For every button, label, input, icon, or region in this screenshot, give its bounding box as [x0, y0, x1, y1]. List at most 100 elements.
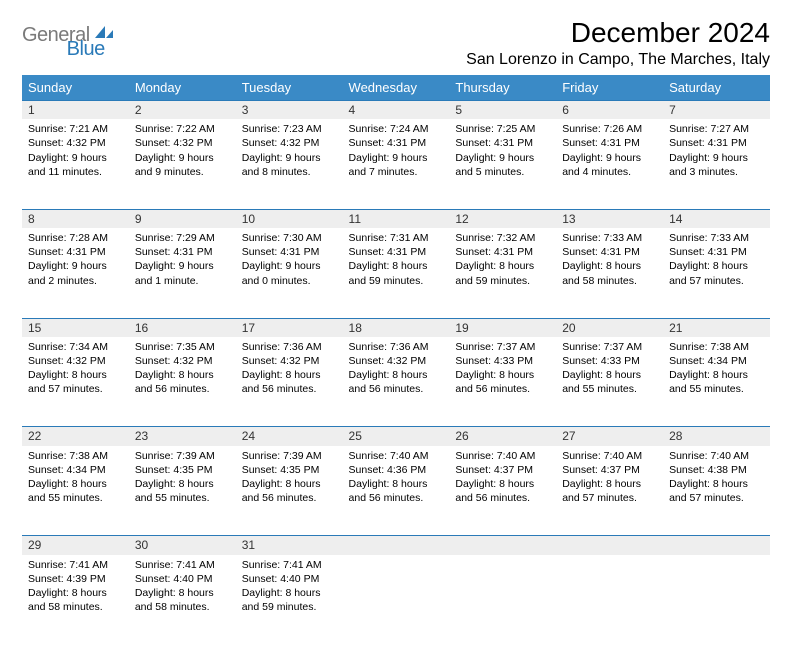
- day-number: 17: [236, 319, 343, 337]
- day-number-cell: [556, 536, 663, 555]
- sunrise-line: Sunrise: 7:39 AM: [135, 450, 215, 462]
- daylight-line: Daylight: 8 hours and 59 minutes.: [242, 587, 321, 613]
- day-content-cell: Sunrise: 7:29 AMSunset: 4:31 PMDaylight:…: [129, 228, 236, 318]
- day-content-cell: Sunrise: 7:30 AMSunset: 4:31 PMDaylight:…: [236, 228, 343, 318]
- day-number: 16: [129, 319, 236, 337]
- day-number-cell: 10: [236, 209, 343, 228]
- day-number-cell: [449, 536, 556, 555]
- day-details: Sunrise: 7:41 AM Sunset: 4:40 PM Daylight:…: [129, 555, 236, 619]
- day-content-cell: Sunrise: 7:41 AM Sunset: 4:40 PM Daylight:…: [236, 555, 343, 645]
- day-content-cell: Sunrise: 7:27 AMSunset: 4:31 PMDaylight:…: [663, 119, 770, 209]
- day-number-cell: 25: [343, 427, 450, 446]
- day-details: Sunrise: 7:31 AMSunset: 4:31 PMDaylight:…: [343, 228, 450, 292]
- day-content-cell: Sunrise: 7:23 AMSunset: 4:32 PMDaylight:…: [236, 119, 343, 209]
- sunset-line: Sunset: 4:32 PM: [242, 137, 320, 149]
- daylight-line: Daylight: 8 hours and 57 minutes.: [669, 260, 748, 286]
- day-number-cell: 3: [236, 100, 343, 119]
- sunset-line: Sunset: 4:32 PM: [349, 355, 427, 367]
- day-number-row: 1234567: [22, 100, 770, 119]
- day-content-cell: Sunrise: 7:40 AMSunset: 4:38 PMDaylight:…: [663, 446, 770, 536]
- daylight-line: Daylight: 8 hours and 57 minutes.: [562, 478, 641, 504]
- day-details: Sunrise: 7:41 AMSunset: 4:39 PMDaylight:…: [22, 555, 129, 619]
- day-details: Sunrise: 7:36 AM Sunset: 4:32 PM Daylight:…: [343, 337, 450, 401]
- daylight-line: Daylight: 8 hours and 56 minutes.: [349, 369, 428, 395]
- sunrise-line: Sunrise: 7:25 AM: [455, 123, 535, 135]
- sunrise-line: Sunrise: 7:40 AM: [669, 450, 749, 462]
- daylight-line: Daylight: 8 hours and 56 minutes.: [455, 369, 534, 395]
- day-number: 23: [129, 427, 236, 445]
- daylight-line: Daylight: 8 hours and 58 minutes.: [562, 260, 641, 286]
- day-number-cell: 18: [343, 318, 450, 337]
- daylight-line: Daylight: 8 hours and 56 minutes.: [349, 478, 428, 504]
- day-number-cell: 19: [449, 318, 556, 337]
- day-number-cell: 7: [663, 100, 770, 119]
- day-content-row: Sunrise: 7:28 AM Sunset: 4:31 PM Daylight:…: [22, 228, 770, 318]
- day-number-cell: 5: [449, 100, 556, 119]
- day-number: 3: [236, 101, 343, 119]
- logo-text-blue: Blue: [67, 38, 105, 61]
- weekday-header: Thursday: [449, 75, 556, 101]
- day-details: Sunrise: 7:34 AMSunset: 4:32 PMDaylight:…: [22, 337, 129, 401]
- sunset-line: Sunset: 4:31 PM: [669, 246, 747, 258]
- sunrise-line: Sunrise: 7:33 AM: [562, 232, 642, 244]
- sunrise-line: Sunrise: 7:41 AM: [242, 559, 322, 571]
- daylight-line: Daylight: 9 hours and 8 minutes.: [242, 152, 321, 178]
- day-number: 20: [556, 319, 663, 337]
- day-content-cell: Sunrise: 7:37 AM Sunset: 4:33 PM Daylight:…: [449, 337, 556, 427]
- sunset-line: Sunset: 4:31 PM: [562, 246, 640, 258]
- day-number-cell: 8: [22, 209, 129, 228]
- sunrise-line: Sunrise: 7:28 AM: [28, 232, 108, 244]
- day-details: Sunrise: 7:28 AMSunset: 4:31 PMDaylight:…: [22, 228, 129, 292]
- sunset-line: Sunset: 4:40 PM: [242, 573, 320, 585]
- sunset-line: Sunset: 4:33 PM: [455, 355, 533, 367]
- sunset-line: Sunset: 4:40 PM: [135, 573, 213, 585]
- day-number: 18: [343, 319, 450, 337]
- day-number-row: 15161718192021: [22, 318, 770, 337]
- day-content-cell: Sunrise: 7:33 AM Sunset: 4:31 PM Daylight:…: [556, 228, 663, 318]
- day-number-row: 293031: [22, 536, 770, 555]
- daylight-line: Daylight: 8 hours and 58 minutes.: [135, 587, 214, 613]
- daylight-line: Daylight: 9 hours and 9 minutes.: [135, 152, 214, 178]
- day-number: 13: [556, 210, 663, 228]
- day-number-cell: 28: [663, 427, 770, 446]
- day-details: Sunrise: 7:25 AMSunset: 4:31 PMDaylight:…: [449, 119, 556, 183]
- sunrise-line: Sunrise: 7:37 AM: [455, 341, 535, 353]
- day-content-cell: Sunrise: 7:40 AMSunset: 4:37 PMDaylight:…: [449, 446, 556, 536]
- sunrise-line: Sunrise: 7:33 AM: [669, 232, 749, 244]
- daylight-line: Daylight: 8 hours and 55 minutes.: [135, 478, 214, 504]
- sunrise-line: Sunrise: 7:32 AM: [455, 232, 535, 244]
- day-content-row: Sunrise: 7:41 AMSunset: 4:39 PMDaylight:…: [22, 555, 770, 645]
- day-content-cell: Sunrise: 7:40 AMSunset: 4:36 PMDaylight:…: [343, 446, 450, 536]
- day-number: 19: [449, 319, 556, 337]
- daylight-line: Daylight: 8 hours and 56 minutes.: [135, 369, 214, 395]
- sunrise-line: Sunrise: 7:31 AM: [349, 232, 429, 244]
- sunset-line: Sunset: 4:36 PM: [349, 464, 427, 476]
- day-number-row: 891011121314: [22, 209, 770, 228]
- sunrise-line: Sunrise: 7:21 AM: [28, 123, 108, 135]
- day-number: 22: [22, 427, 129, 445]
- day-number: 29: [22, 536, 129, 554]
- sunset-line: Sunset: 4:31 PM: [242, 246, 320, 258]
- daylight-line: Daylight: 9 hours and 5 minutes.: [455, 152, 534, 178]
- day-details: Sunrise: 7:38 AMSunset: 4:34 PMDaylight:…: [22, 446, 129, 510]
- sunrise-line: Sunrise: 7:39 AM: [242, 450, 322, 462]
- daylight-line: Daylight: 8 hours and 56 minutes.: [242, 478, 321, 504]
- day-number-cell: 12: [449, 209, 556, 228]
- day-details: Sunrise: 7:37 AM Sunset: 4:33 PM Daylight:…: [449, 337, 556, 401]
- sunset-line: Sunset: 4:31 PM: [562, 137, 640, 149]
- day-details: Sunrise: 7:40 AMSunset: 4:38 PMDaylight:…: [663, 446, 770, 510]
- sunset-line: Sunset: 4:31 PM: [349, 246, 427, 258]
- day-number-cell: 30: [129, 536, 236, 555]
- sunrise-line: Sunrise: 7:29 AM: [135, 232, 215, 244]
- day-content-cell: Sunrise: 7:22 AMSunset: 4:32 PMDaylight:…: [129, 119, 236, 209]
- sunrise-line: Sunrise: 7:41 AM: [135, 559, 215, 571]
- day-content-cell: Sunrise: 7:37 AMSunset: 4:33 PMDaylight:…: [556, 337, 663, 427]
- day-number: 8: [22, 210, 129, 228]
- sunrise-line: Sunrise: 7:36 AM: [349, 341, 429, 353]
- day-content-cell: Sunrise: 7:38 AMSunset: 4:34 PMDaylight:…: [663, 337, 770, 427]
- day-details: Sunrise: 7:24 AMSunset: 4:31 PMDaylight:…: [343, 119, 450, 183]
- logo: General Blue: [22, 18, 155, 47]
- day-number-cell: 6: [556, 100, 663, 119]
- sunrise-line: Sunrise: 7:37 AM: [562, 341, 642, 353]
- sunset-line: Sunset: 4:32 PM: [135, 355, 213, 367]
